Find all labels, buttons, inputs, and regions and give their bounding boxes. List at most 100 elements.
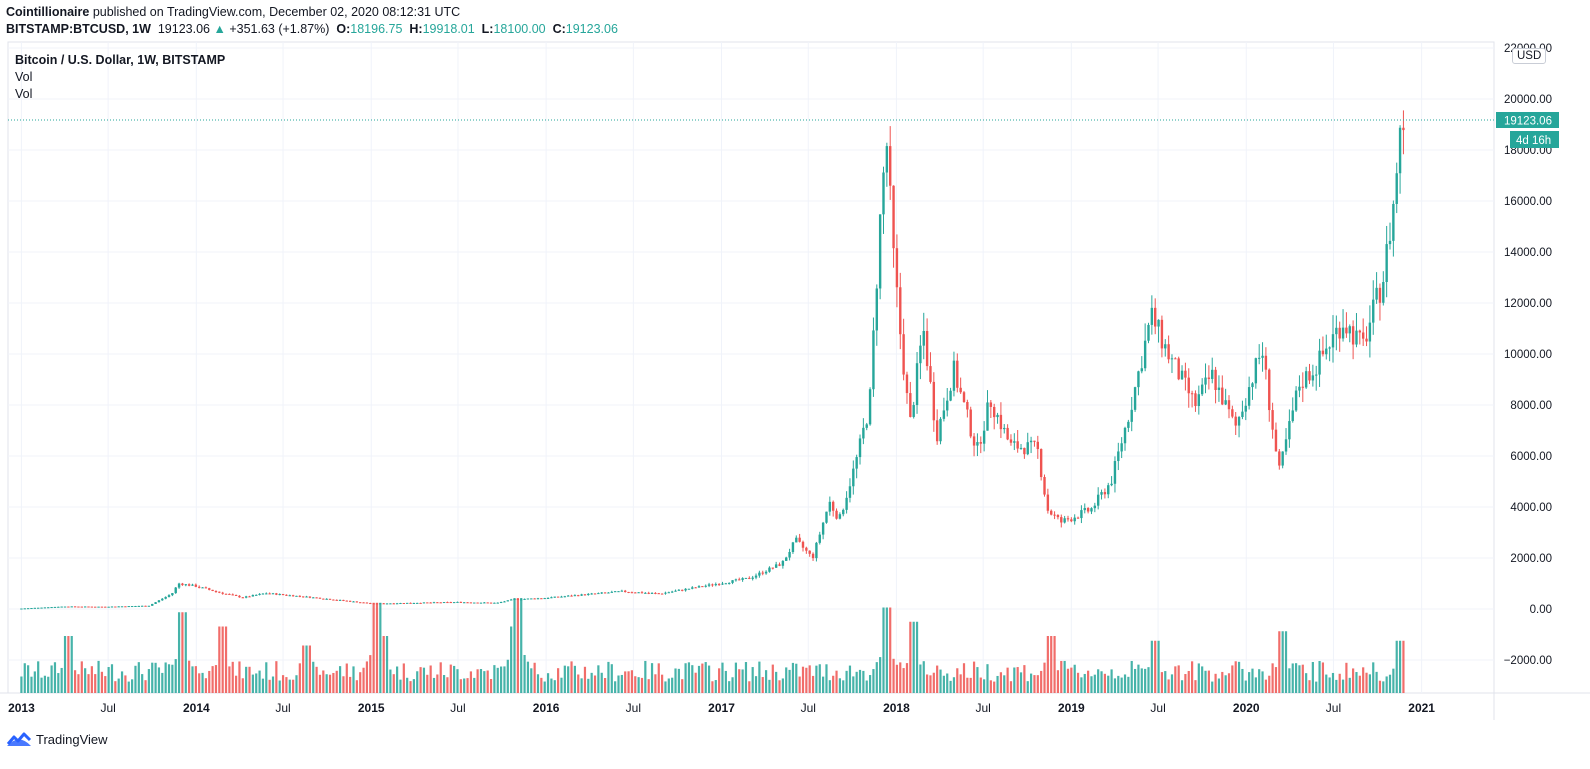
candle-body xyxy=(1190,393,1194,395)
volume-bar xyxy=(983,679,986,693)
candle-body xyxy=(47,607,50,609)
candle-body xyxy=(637,592,640,594)
candle-body xyxy=(439,602,442,604)
volume-bar xyxy=(1113,678,1117,693)
volume-bar xyxy=(43,675,46,693)
low-value: 18100.00 xyxy=(493,22,546,36)
volume-bar xyxy=(510,626,513,693)
volume-bar xyxy=(352,666,355,693)
candle-body xyxy=(489,602,493,604)
candle-body xyxy=(1392,203,1395,241)
currency-button[interactable]: USD xyxy=(1512,48,1547,64)
candle-body xyxy=(1398,127,1402,174)
candle-body xyxy=(1177,358,1180,380)
volume-bar xyxy=(1284,631,1288,693)
candle-body xyxy=(1096,494,1100,506)
candle-body xyxy=(617,591,620,593)
candle-body xyxy=(278,594,281,596)
volume-bar xyxy=(459,679,462,693)
candle-body xyxy=(654,592,657,594)
volume-bar xyxy=(966,677,969,693)
volume-bar xyxy=(1402,640,1405,693)
candle-body xyxy=(1140,368,1143,372)
volume-bar xyxy=(419,667,422,693)
volume-bar xyxy=(1191,661,1194,693)
candle-body xyxy=(546,597,550,599)
candle-body xyxy=(399,603,402,605)
volume-indicator-1[interactable]: Vol xyxy=(15,70,33,84)
price-axis[interactable]: 22000.0020000.0018000.0016000.0014000.00… xyxy=(1504,43,1552,667)
candle-body xyxy=(664,592,667,594)
candle-body xyxy=(1086,508,1090,512)
volume-bar xyxy=(1026,681,1029,693)
volume-bar xyxy=(1123,674,1127,693)
price-tick-label: 14000.00 xyxy=(1504,247,1552,259)
tradingview-footer[interactable]: TradingView xyxy=(6,731,108,747)
volume-bar xyxy=(1093,674,1096,693)
volume-bar xyxy=(650,663,654,693)
candle-body xyxy=(275,593,278,595)
candle-body xyxy=(30,608,33,610)
volume-bar xyxy=(1271,663,1274,693)
candle-body xyxy=(104,606,107,608)
volume-bar xyxy=(1019,672,1023,693)
volume-bar xyxy=(567,666,570,693)
candle-body xyxy=(422,602,426,604)
candle-body xyxy=(157,600,161,603)
candle-body xyxy=(140,605,144,607)
candle-body xyxy=(838,514,842,519)
volume-bar xyxy=(1016,667,1019,693)
candle-body xyxy=(120,606,124,608)
volume-bar xyxy=(1224,675,1227,693)
candle-body xyxy=(426,602,429,604)
bar-countdown-value: 4d 16h xyxy=(1516,135,1551,147)
candle-body xyxy=(1174,358,1177,360)
price-tick-label: 20000.00 xyxy=(1504,94,1552,106)
candle-body xyxy=(90,606,94,608)
volume-bar xyxy=(1301,664,1304,693)
volume-bar xyxy=(1006,667,1009,693)
candle-body xyxy=(885,146,889,173)
volume-bar xyxy=(84,668,87,693)
volume-bar xyxy=(1144,668,1147,693)
volume-bar xyxy=(375,602,379,693)
candle-body xyxy=(899,287,902,335)
candle-body xyxy=(1023,447,1026,455)
volume-bar xyxy=(147,669,150,693)
volume-bar xyxy=(788,669,791,693)
volume-bar xyxy=(905,663,909,693)
volume-bar xyxy=(1150,640,1153,693)
volume-bar xyxy=(1043,662,1046,693)
volume-bar xyxy=(543,681,546,693)
volume-bar xyxy=(67,636,70,693)
candle-body xyxy=(315,597,318,599)
price-tick-label: 12000.00 xyxy=(1504,298,1552,310)
candle-body xyxy=(77,606,80,608)
volume-bar xyxy=(80,661,83,693)
close-label: C: xyxy=(552,22,566,36)
volume-bar xyxy=(661,674,664,693)
candle-body xyxy=(1224,400,1227,405)
volume-bar xyxy=(1184,674,1187,693)
candle-body xyxy=(301,596,305,598)
volume-bar xyxy=(644,660,647,693)
volume-bar xyxy=(194,666,197,693)
price-tick-label: 2000.00 xyxy=(1510,553,1552,565)
volume-bar xyxy=(815,665,818,693)
volume-bar xyxy=(902,668,905,693)
volume-bar xyxy=(962,663,966,693)
candle-body xyxy=(1133,387,1137,410)
volume-bar xyxy=(1046,636,1049,693)
volume-bar xyxy=(131,679,134,693)
volume-bar xyxy=(560,677,563,693)
series-title[interactable]: Bitcoin / U.S. Dollar, 1W, BITSTAMP xyxy=(15,53,226,67)
volume-indicator-2[interactable]: Vol xyxy=(15,87,33,101)
volume-bar xyxy=(1060,660,1063,693)
volume-bar xyxy=(768,679,771,693)
time-axis[interactable]: 2013 Jul 2014 Jul 2015 Jul 2016 Jul 2017 Jul 2018 J… xyxy=(8,701,1435,715)
volume-bar xyxy=(50,665,53,693)
candle-body xyxy=(815,542,818,559)
candle-body xyxy=(204,587,208,589)
candle-body xyxy=(697,586,701,588)
